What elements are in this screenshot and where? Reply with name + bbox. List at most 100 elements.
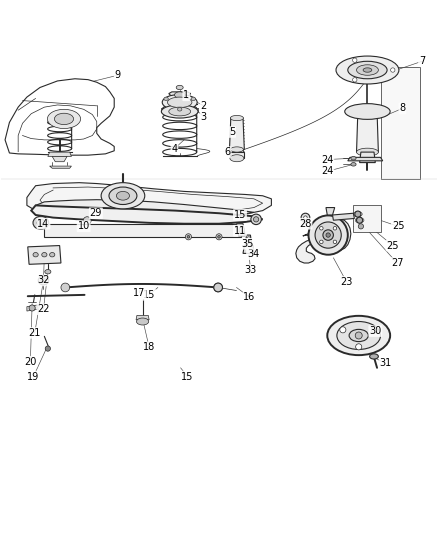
Text: 8: 8 — [399, 103, 406, 114]
Text: 16: 16 — [244, 292, 256, 302]
Ellipse shape — [336, 56, 399, 84]
Circle shape — [353, 58, 357, 62]
Ellipse shape — [49, 253, 55, 257]
Circle shape — [326, 233, 330, 237]
Circle shape — [358, 224, 364, 229]
Polygon shape — [381, 67, 420, 179]
Circle shape — [315, 222, 341, 248]
Ellipse shape — [239, 227, 244, 233]
Ellipse shape — [137, 318, 149, 325]
Text: 15: 15 — [234, 210, 246, 220]
Ellipse shape — [337, 321, 381, 350]
Circle shape — [61, 283, 70, 292]
Text: 15: 15 — [181, 372, 194, 382]
Ellipse shape — [345, 103, 390, 119]
Polygon shape — [136, 316, 149, 320]
Ellipse shape — [47, 109, 81, 128]
Ellipse shape — [177, 108, 182, 111]
Text: 5: 5 — [229, 127, 235, 137]
Text: 35: 35 — [241, 239, 254, 249]
Polygon shape — [49, 166, 71, 168]
Polygon shape — [237, 224, 245, 236]
Text: 32: 32 — [37, 276, 49, 286]
Circle shape — [333, 227, 337, 230]
Text: 27: 27 — [391, 258, 403, 268]
Circle shape — [308, 215, 348, 255]
Text: 3: 3 — [201, 112, 207, 122]
Text: 34: 34 — [247, 249, 259, 259]
Polygon shape — [28, 246, 61, 264]
Circle shape — [247, 243, 251, 246]
Ellipse shape — [117, 191, 130, 200]
Ellipse shape — [42, 253, 47, 257]
Ellipse shape — [38, 276, 49, 285]
Polygon shape — [31, 205, 263, 224]
Text: 7: 7 — [419, 56, 425, 66]
Text: 20: 20 — [24, 357, 36, 367]
Circle shape — [216, 234, 222, 240]
Text: 19: 19 — [27, 372, 39, 382]
Text: 14: 14 — [37, 219, 49, 229]
Polygon shape — [332, 213, 354, 220]
Circle shape — [323, 230, 333, 240]
Ellipse shape — [54, 113, 74, 125]
Polygon shape — [357, 111, 378, 152]
Ellipse shape — [109, 187, 137, 205]
Circle shape — [29, 305, 35, 311]
Circle shape — [214, 283, 223, 292]
Text: 11: 11 — [234, 225, 246, 236]
Ellipse shape — [357, 148, 378, 156]
Circle shape — [304, 216, 307, 220]
Ellipse shape — [370, 354, 378, 359]
Ellipse shape — [162, 94, 197, 110]
Circle shape — [353, 78, 357, 82]
Polygon shape — [245, 235, 252, 246]
Circle shape — [371, 327, 378, 333]
Text: 4: 4 — [171, 143, 177, 154]
Ellipse shape — [37, 220, 45, 227]
Polygon shape — [348, 157, 383, 161]
Text: 24: 24 — [321, 155, 333, 165]
Text: 29: 29 — [90, 208, 102, 218]
Polygon shape — [27, 183, 272, 219]
Polygon shape — [360, 152, 375, 163]
Circle shape — [333, 240, 337, 244]
Ellipse shape — [161, 105, 198, 118]
Circle shape — [83, 217, 91, 224]
Ellipse shape — [164, 97, 168, 101]
Ellipse shape — [349, 329, 368, 342]
Polygon shape — [296, 217, 351, 263]
Ellipse shape — [169, 107, 191, 116]
Ellipse shape — [176, 85, 183, 90]
Text: 30: 30 — [369, 326, 381, 336]
Polygon shape — [27, 305, 38, 311]
Circle shape — [340, 327, 346, 333]
Text: 18: 18 — [143, 342, 155, 352]
Text: 17: 17 — [133, 288, 146, 298]
Circle shape — [356, 344, 362, 350]
Text: 25: 25 — [392, 221, 404, 231]
Text: 6: 6 — [225, 147, 231, 157]
Circle shape — [391, 68, 395, 72]
Text: 10: 10 — [78, 221, 90, 231]
Circle shape — [185, 234, 191, 240]
Polygon shape — [326, 207, 335, 215]
Ellipse shape — [45, 270, 51, 274]
Polygon shape — [243, 246, 254, 253]
Circle shape — [301, 213, 310, 222]
Polygon shape — [48, 152, 71, 157]
Ellipse shape — [230, 116, 244, 120]
Text: 33: 33 — [244, 265, 257, 275]
Ellipse shape — [101, 183, 145, 209]
Ellipse shape — [41, 278, 46, 282]
Ellipse shape — [33, 253, 38, 257]
Circle shape — [45, 346, 50, 351]
Ellipse shape — [351, 163, 356, 166]
Circle shape — [320, 240, 323, 244]
Text: 24: 24 — [321, 166, 333, 176]
Polygon shape — [230, 118, 244, 149]
Circle shape — [355, 211, 361, 217]
Polygon shape — [230, 152, 244, 158]
Polygon shape — [5, 79, 114, 155]
Circle shape — [247, 237, 251, 241]
